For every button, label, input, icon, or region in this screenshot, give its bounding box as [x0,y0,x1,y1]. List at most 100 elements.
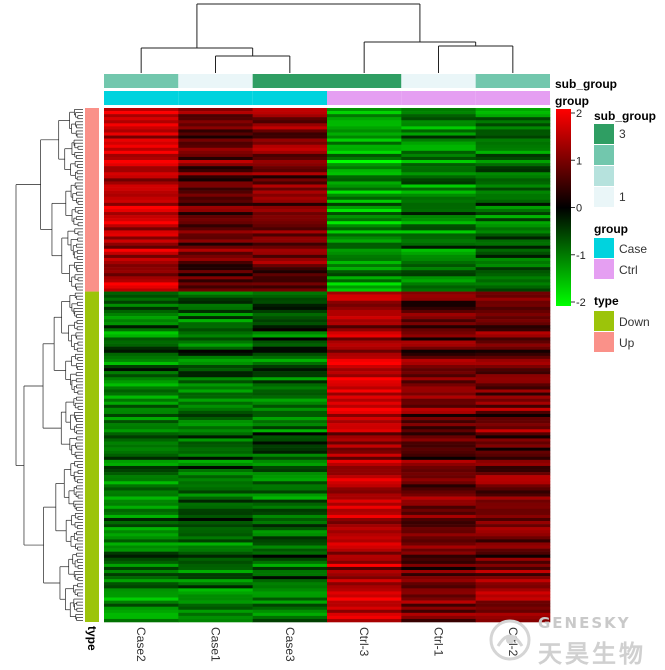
heatmap-cell [327,600,402,604]
heatmap-cell [252,410,328,415]
heatmap-cell [401,358,476,363]
heatmap-cell [252,484,328,488]
heatmap-cell [327,557,402,562]
heatmap-cell [104,530,179,534]
heatmap-cell [252,472,328,476]
heatmap-cell [178,331,253,335]
heatmap-cell [401,521,476,525]
heatmap-cell [178,257,253,262]
heatmap-cell [252,413,328,418]
heatmap-cell [104,294,179,298]
heatmap-cell [401,606,476,611]
heatmap-cell [252,325,328,329]
heatmap-cell [252,117,328,121]
heatmap-cell [401,175,476,179]
heatmap-cell [401,245,476,250]
heatmap-cell [178,215,253,219]
heatmap-cell [104,312,179,317]
heatmap-cell [401,380,476,384]
heatmap-cell [104,205,179,210]
heatmap-cell [475,410,551,415]
heatmap-cell [475,169,551,173]
heatmap-cell [178,511,253,516]
heatmap-cell [178,316,253,320]
heatmap-cell [327,355,402,360]
heatmap-cell [178,322,253,326]
heatmap-cell [178,377,253,381]
heatmap-cell [178,135,253,139]
heatmap-cell [327,138,402,142]
heatmap-cell [401,615,476,620]
group-legend-label-ctrl: Ctrl [619,263,638,277]
heatmap-cell [252,120,328,124]
heatmap-cell [104,337,179,341]
heatmap-cell [252,594,328,598]
heatmap-cell [327,435,402,439]
heatmap-cell [401,285,476,289]
heatmap-cell [401,459,476,464]
heatmap-cell [401,205,476,210]
heatmap-cell [327,514,402,519]
heatmap-cell [178,432,253,436]
heatmap-cell [327,233,402,237]
heatmap-cell [252,316,328,320]
heatmap-cell [178,150,253,155]
heatmap-cell [475,361,551,366]
heatmap-cell [475,114,551,118]
group-cell [104,91,179,105]
heatmap-cell [475,294,551,298]
heatmap-cell [178,606,253,611]
heatmap-cell [178,325,253,329]
heatmap-cell [178,383,253,387]
heatmap-cell [252,129,328,133]
heatmap-cell [104,251,179,256]
heatmap-cell [252,585,328,589]
heatmap-cell [327,371,402,375]
heatmap-cell [475,576,551,580]
heatmap-cell [104,478,179,482]
heatmap-cell [252,343,328,347]
heatmap-cell [401,585,476,589]
heatmap-cell [178,358,253,363]
sub-group-legend-label-low: 1 [619,190,626,204]
heatmap-cell [475,190,551,194]
heatmap-cell [178,230,253,234]
heatmap-cell [475,156,551,161]
heatmap-cell [252,279,328,283]
heatmap-cell [104,521,179,525]
heatmap-cell [327,517,402,522]
heatmap-cell [104,493,179,497]
heatmap-cell [252,242,328,246]
color-scale-tick-label: 0 [576,203,582,215]
heatmap-cell [104,233,179,237]
heatmap-cell [327,184,402,188]
heatmap-cell [327,465,402,470]
heatmap-cell [401,410,476,415]
heatmap-cell [475,539,551,543]
heatmap-cell [104,279,179,283]
heatmap-cell [104,156,179,161]
heatmap-cell [104,239,179,243]
heatmap-cell [327,432,402,436]
heatmap-cell [252,398,328,403]
heatmap-cell [327,502,402,507]
heatmap-cell [401,141,476,146]
heatmap-cell [327,242,402,246]
heatmap-cell [252,285,328,289]
heatmap-cell [327,579,402,583]
heatmap-cell [327,221,402,225]
heatmap-cell [178,603,253,608]
heatmap-cell [401,343,476,347]
heatmap-cell [104,508,179,513]
heatmap-cell [401,150,476,155]
heatmap-cell [252,306,328,311]
heatmap-cell [252,579,328,583]
group-legend-swatch-case [594,238,614,258]
heatmap-cell [104,481,179,485]
heatmap-cell [252,563,328,568]
heatmap-cell [104,126,179,130]
heatmap-cell [327,508,402,513]
heatmap-cell [327,276,402,280]
heatmap-cell [401,496,476,500]
heatmap-cell [178,456,253,461]
